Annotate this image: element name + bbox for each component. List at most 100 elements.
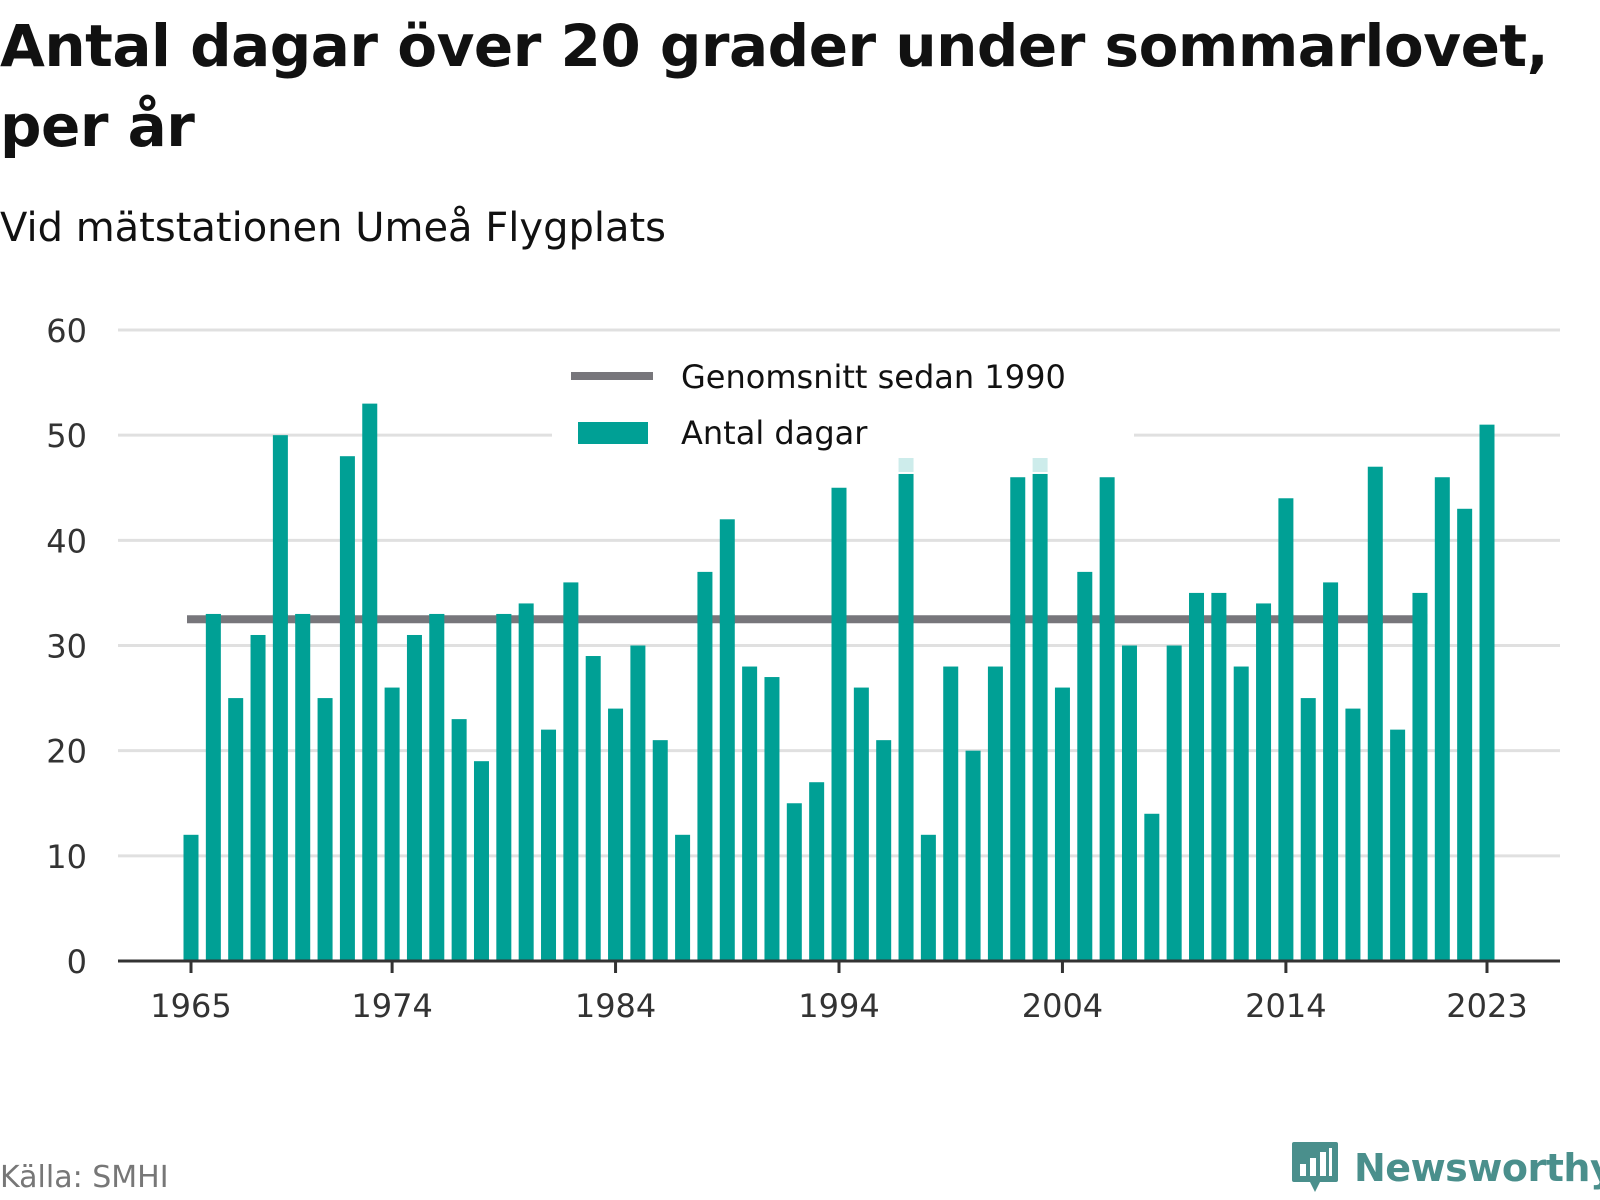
bar [898,473,914,961]
bar [451,719,467,961]
bar [1144,813,1160,961]
average-line-layer [187,614,1428,625]
bar [1166,645,1182,961]
bar-chart: 0 10 20 30 40 50 60 1965 1974 1984 1994 2004 2014 20… [46,312,1560,1025]
bar-overlap [719,614,735,625]
x-tick-label: 1994 [798,987,879,1025]
source-note: Källa: SMHI [0,1160,169,1195]
bar [250,634,266,961]
y-tick-label: 0 [67,943,87,981]
bar-overlap [1099,614,1115,625]
bar [339,456,355,961]
bar-overlap [1010,614,1026,625]
bar [987,666,1003,961]
y-tick-label: 60 [46,312,87,350]
y-tick-label: 50 [46,417,87,455]
x-tick-label: 2004 [1022,987,1103,1025]
bar [1278,498,1294,961]
bar [295,613,311,961]
bar-overlap [1256,614,1272,625]
y-tick-label: 20 [46,733,87,771]
bar [742,666,758,961]
bar [228,698,244,961]
bar [473,761,489,961]
bar [1077,571,1093,961]
legend-bar-swatch [578,422,648,444]
bar-overlap [1189,614,1205,625]
bar [496,613,512,961]
x-tick-label: 1984 [575,987,656,1025]
bar [272,435,288,962]
brand-name: Newsworthy [1354,1146,1600,1190]
x-tick-label: 1965 [150,987,231,1025]
bar [1054,687,1070,961]
x-tick-label: 2023 [1446,987,1527,1025]
bar [406,634,422,961]
bar-overlap [898,614,914,625]
bar-overlap [1412,614,1428,625]
x-tick-label: 1974 [351,987,432,1025]
bar [429,613,445,961]
bar [1121,645,1137,961]
bar-overlap [1032,614,1048,625]
bar [317,698,333,961]
bar-overlap [272,614,288,625]
bar [1233,666,1249,961]
newsworthy-logo-icon [1292,1142,1338,1192]
bar [1300,698,1316,961]
legend: Genomsnitt sedan 1990 Antal dagar [552,358,1134,458]
bar [1189,592,1205,961]
bar [920,834,936,961]
bar [831,487,847,961]
bar [1211,592,1227,961]
bar [1099,477,1115,961]
bar [853,687,869,961]
bar [1457,508,1473,961]
bar [719,519,735,961]
bar [630,645,646,961]
bar [943,666,959,961]
y-tick-label: 10 [46,838,87,876]
bar-overlap [831,614,847,625]
bar [809,782,825,961]
bar-overlap [205,614,221,625]
bar-overlap [1077,614,1093,625]
bar [697,571,713,961]
bar-overlap [1323,614,1339,625]
bar-overlap [429,614,445,625]
bar [585,656,601,961]
bar [384,687,400,961]
bar [1367,466,1383,961]
bar [362,403,378,961]
bar [1256,603,1272,961]
chart-title: Antal dagar över 20 grader under sommarl… [0,12,1549,160]
x-tick-label: 2014 [1245,987,1326,1025]
bar [652,740,668,961]
bar [1390,729,1406,961]
bar [876,740,892,961]
bar [563,582,579,961]
bar [541,729,557,961]
bar [1323,582,1339,961]
y-axis-ticks: 0 10 20 30 40 50 60 [46,312,87,981]
brand-logo: Newsworthy [1290,1140,1600,1196]
bar-overlap [1211,614,1227,625]
bar [183,834,199,961]
bar-overlap [563,614,579,625]
bar [965,750,981,961]
bar-overlap [697,614,713,625]
bar [1010,477,1026,961]
bar [1345,708,1361,961]
bar [205,613,221,961]
bar [1479,424,1495,961]
bar-overlap [339,614,355,625]
bar-overlap [496,614,512,625]
bar [1434,477,1450,961]
bar [786,803,802,961]
legend-label-bars: Antal dagar [681,414,868,452]
bar [1412,592,1428,961]
bar [675,834,691,961]
bar [764,677,780,961]
y-tick-label: 40 [46,522,87,560]
x-axis-ticks: 1965 1974 1984 1994 2004 2014 2023 [150,961,1528,1025]
